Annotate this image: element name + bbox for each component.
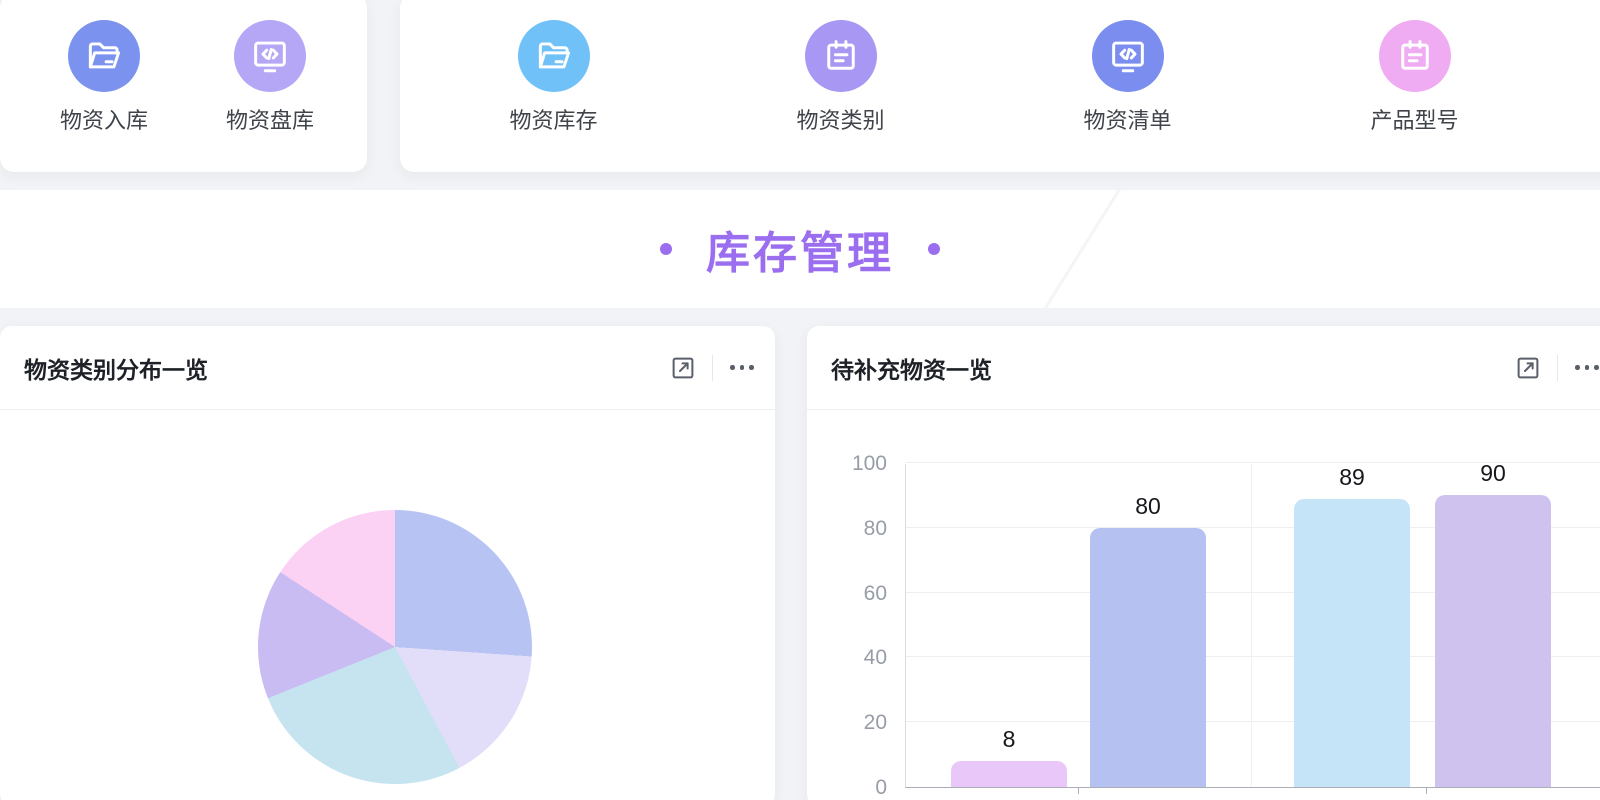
nav-item-label: 物资入库 bbox=[59, 108, 148, 133]
nav-icon-circle bbox=[68, 20, 140, 92]
more-options-button[interactable] bbox=[725, 351, 759, 385]
bar-chart: 8 80 89 90 0 20 40 60 80 100 bbox=[807, 410, 1600, 800]
nav-item-material-list[interactable]: 物资清单 bbox=[984, 20, 1271, 172]
bar[interactable] bbox=[951, 761, 1067, 787]
pie-chart-panel: 物资类别分布一览 bbox=[0, 326, 775, 800]
bar-chart-panel: 待补充物资一览 8 80 89 90 0 20 40 60 80 100 bbox=[807, 326, 1600, 800]
nav-item-product-model[interactable]: 产品型号 bbox=[1271, 20, 1558, 172]
x-gridline bbox=[1251, 464, 1252, 787]
folder-open-icon bbox=[538, 42, 570, 69]
nav-item-material-stock[interactable]: 物资库存 bbox=[410, 20, 697, 172]
banner-dot-right bbox=[928, 243, 940, 255]
panel-tools bbox=[1511, 351, 1600, 385]
nav-item-label: 产品型号 bbox=[1370, 108, 1459, 133]
nav-icon-circle bbox=[1378, 20, 1451, 92]
bar-chart-plot-area: 8 80 89 90 bbox=[905, 460, 1600, 794]
nav-icon-circle bbox=[234, 20, 306, 92]
notepad-icon bbox=[826, 40, 855, 70]
y-gridline bbox=[906, 721, 1600, 723]
quick-nav-card-1: 物资入库 物资盘库 bbox=[0, 0, 367, 172]
quick-nav-row: 物资入库 物资盘库 物资库存 物资类别 物资清单 bbox=[0, 0, 1600, 172]
open-in-new-button[interactable] bbox=[1511, 351, 1545, 385]
folder-open-icon bbox=[88, 42, 121, 69]
panel-title: 待补充物资一览 bbox=[831, 356, 992, 383]
nav-item-label: 物资库存 bbox=[509, 108, 598, 133]
quick-nav-card-2: 物资库存 物资类别 物资清单 产品型号 bbox=[400, 0, 1600, 172]
nav-item-label: 物资类别 bbox=[796, 108, 885, 133]
y-axis-tick-label: 80 bbox=[863, 516, 887, 540]
external-link-icon bbox=[1517, 357, 1539, 378]
y-axis-tick-label: 20 bbox=[863, 711, 887, 735]
y-gridline bbox=[906, 591, 1600, 593]
bar-value-label: 89 bbox=[1339, 463, 1365, 490]
tools-divider bbox=[1557, 354, 1558, 381]
nav-icon-circle bbox=[1091, 20, 1164, 92]
bar[interactable] bbox=[1090, 527, 1206, 787]
nav-item-label: 物资盘库 bbox=[225, 108, 314, 133]
nav-item-label: 物资清单 bbox=[1083, 108, 1172, 133]
x-axis-tick bbox=[1078, 787, 1079, 794]
monitor-code-icon bbox=[254, 41, 286, 73]
panel-header: 待补充物资一览 bbox=[807, 326, 1600, 410]
bar-value-label: 80 bbox=[1135, 492, 1161, 519]
pie-panel-body bbox=[0, 410, 775, 800]
panels-row: 物资类别分布一览 待补充物资一览 bbox=[0, 326, 1600, 800]
y-gridline bbox=[906, 656, 1600, 658]
pie-chart[interactable] bbox=[258, 510, 532, 784]
y-gridline bbox=[906, 526, 1600, 528]
tools-divider bbox=[712, 354, 713, 381]
panel-tools bbox=[666, 351, 759, 385]
nav-item-material-stocktake[interactable]: 物资盘库 bbox=[187, 20, 353, 172]
nav-icon-circle bbox=[804, 20, 877, 92]
monitor-code-icon bbox=[1111, 41, 1144, 73]
ellipsis-icon bbox=[1575, 365, 1599, 370]
x-axis-tick bbox=[1426, 787, 1427, 794]
y-axis-tick-label: 40 bbox=[863, 646, 887, 670]
external-link-icon bbox=[672, 357, 694, 378]
y-gridline bbox=[906, 462, 1600, 463]
panel-header: 物资类别分布一览 bbox=[0, 326, 775, 410]
section-banner: 库存管理 bbox=[0, 190, 1600, 308]
open-in-new-button[interactable] bbox=[666, 351, 700, 385]
notepad-icon bbox=[1400, 40, 1429, 70]
bar-value-label: 8 bbox=[1002, 726, 1016, 753]
more-options-button[interactable] bbox=[1570, 351, 1600, 385]
bar-panel-body: 8 80 89 90 0 20 40 60 80 100 bbox=[807, 410, 1600, 800]
nav-item-material-inbound[interactable]: 物资入库 bbox=[21, 20, 187, 172]
banner-title: 库存管理 bbox=[706, 229, 894, 278]
banner-decoration bbox=[1032, 190, 1125, 308]
nav-item-material-category[interactable]: 物资类别 bbox=[697, 20, 984, 172]
banner-dot-left bbox=[660, 243, 672, 255]
y-axis-tick-label: 100 bbox=[851, 452, 887, 475]
y-axis-tick-label: 60 bbox=[863, 581, 887, 605]
nav-icon-circle bbox=[517, 20, 590, 92]
bar-value-label: 90 bbox=[1480, 460, 1506, 487]
bar[interactable] bbox=[1435, 495, 1551, 787]
bar[interactable] bbox=[1294, 498, 1410, 787]
panel-title: 物资类别分布一览 bbox=[24, 356, 208, 383]
ellipsis-icon bbox=[730, 365, 754, 370]
y-axis-tick-label: 0 bbox=[875, 776, 887, 799]
